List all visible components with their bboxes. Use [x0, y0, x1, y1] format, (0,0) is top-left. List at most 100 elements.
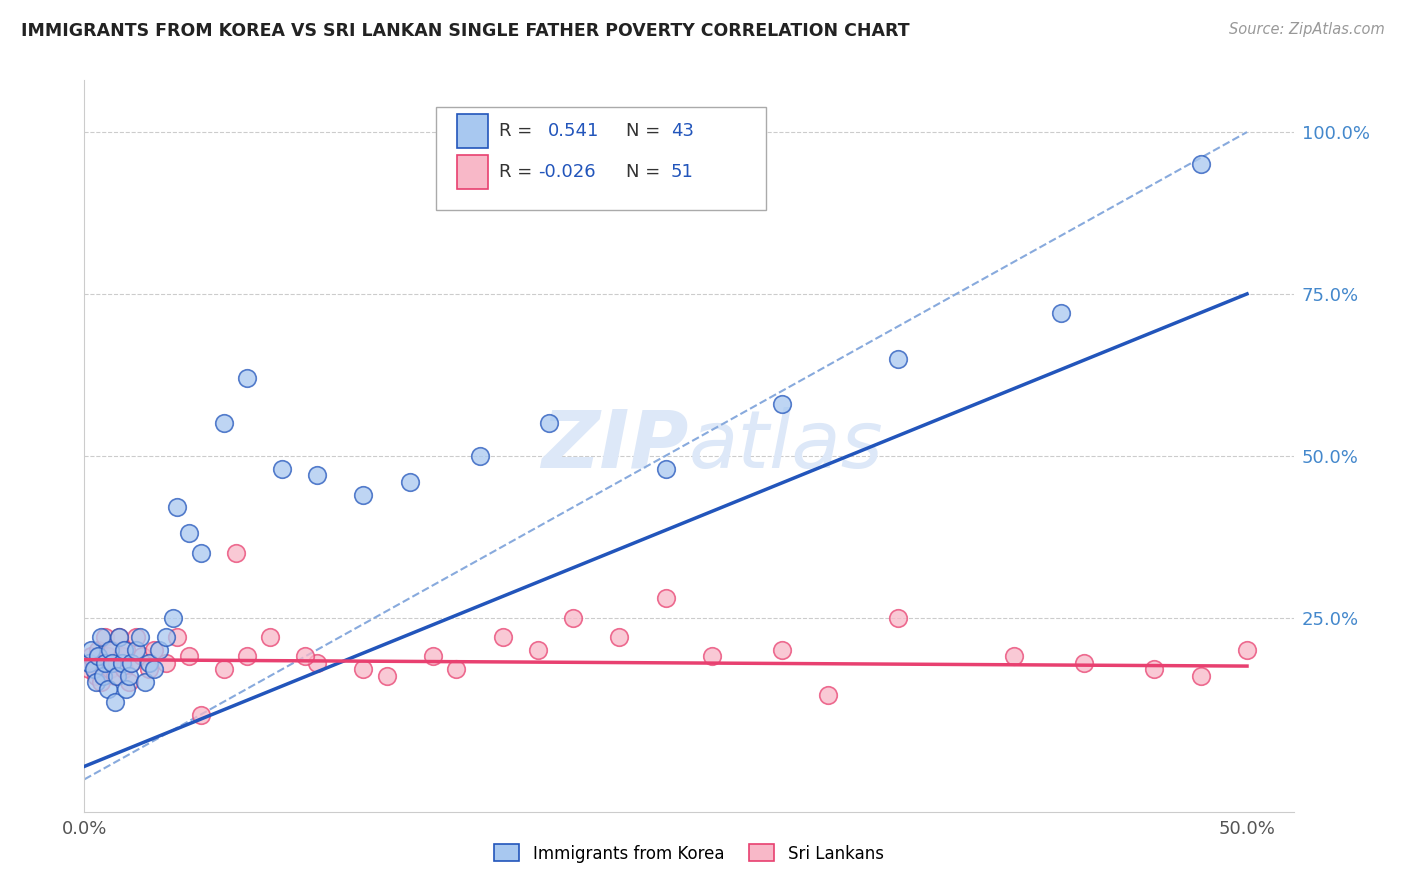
Text: atlas: atlas: [689, 407, 884, 485]
Point: [212, 662, 235, 676]
Point: [468, 449, 491, 463]
Point: [166, 630, 188, 644]
Point: [105, 656, 128, 670]
Point: [422, 649, 444, 664]
Point: [212, 417, 235, 431]
Point: [77, 662, 100, 676]
Point: [80, 643, 103, 657]
Point: [702, 649, 724, 664]
Point: [101, 656, 124, 670]
Point: [83, 662, 105, 676]
Point: [1073, 656, 1095, 670]
Point: [1143, 662, 1166, 676]
Point: [101, 643, 124, 657]
Point: [527, 643, 550, 657]
Point: [91, 656, 114, 670]
Point: [236, 371, 259, 385]
Point: [607, 630, 630, 644]
Point: [117, 669, 139, 683]
Point: [1004, 649, 1026, 664]
Point: [134, 675, 156, 690]
Point: [1236, 643, 1258, 657]
Point: [225, 546, 247, 560]
Point: [538, 417, 561, 431]
Point: [104, 669, 127, 683]
Point: [236, 649, 259, 664]
Point: [162, 610, 184, 624]
Point: [108, 630, 131, 644]
Point: [87, 649, 110, 664]
Point: [148, 643, 170, 657]
Point: [770, 643, 793, 657]
Point: [90, 675, 112, 690]
Point: [138, 656, 160, 670]
Point: [166, 500, 188, 515]
Point: [271, 461, 294, 475]
Point: [446, 662, 468, 676]
Point: [190, 707, 212, 722]
Point: [83, 656, 105, 670]
Point: [190, 546, 212, 560]
Point: [1189, 669, 1212, 683]
Point: [112, 643, 135, 657]
Point: [120, 656, 142, 670]
Point: [375, 669, 398, 683]
Point: [90, 630, 112, 644]
Point: [84, 675, 107, 690]
Point: [98, 643, 121, 657]
Point: [305, 468, 328, 483]
Point: [105, 669, 128, 683]
Point: [112, 662, 135, 676]
Point: [98, 662, 121, 676]
Text: N =: N =: [626, 163, 665, 181]
Text: Source: ZipAtlas.com: Source: ZipAtlas.com: [1229, 22, 1385, 37]
Point: [131, 649, 153, 664]
Point: [770, 397, 793, 411]
Point: [84, 669, 107, 683]
Point: [94, 630, 117, 644]
Point: [887, 351, 910, 366]
Text: R =: R =: [499, 163, 538, 181]
Point: [155, 656, 177, 670]
Point: [259, 630, 281, 644]
Text: R =: R =: [499, 122, 538, 140]
Point: [177, 526, 200, 541]
Point: [654, 461, 676, 475]
Point: [1189, 157, 1212, 171]
Point: [115, 681, 138, 696]
Point: [87, 643, 110, 657]
Point: [1050, 306, 1073, 320]
Point: [817, 688, 839, 702]
Point: [91, 669, 114, 683]
Point: [110, 649, 132, 664]
Point: [294, 649, 316, 664]
Point: [155, 630, 177, 644]
Point: [94, 656, 117, 670]
Point: [561, 610, 583, 624]
Text: 51: 51: [671, 163, 693, 181]
Legend: Immigrants from Korea, Sri Lankans: Immigrants from Korea, Sri Lankans: [488, 838, 890, 869]
Point: [117, 675, 139, 690]
Point: [104, 695, 127, 709]
Point: [124, 643, 146, 657]
Point: [177, 649, 200, 664]
Point: [110, 656, 132, 670]
Text: N =: N =: [626, 122, 665, 140]
Point: [352, 487, 374, 501]
Point: [352, 662, 374, 676]
Point: [77, 656, 100, 670]
Point: [138, 662, 160, 676]
Point: [654, 591, 676, 606]
Point: [108, 630, 131, 644]
Text: IMMIGRANTS FROM KOREA VS SRI LANKAN SINGLE FATHER POVERTY CORRELATION CHART: IMMIGRANTS FROM KOREA VS SRI LANKAN SING…: [21, 22, 910, 40]
Point: [887, 610, 910, 624]
Text: ZIP: ZIP: [541, 407, 689, 485]
Point: [97, 649, 120, 664]
Point: [124, 630, 146, 644]
Point: [80, 649, 103, 664]
Point: [115, 643, 138, 657]
Point: [399, 475, 422, 489]
Point: [305, 656, 328, 670]
Text: 0.541: 0.541: [548, 122, 600, 140]
Point: [129, 630, 152, 644]
